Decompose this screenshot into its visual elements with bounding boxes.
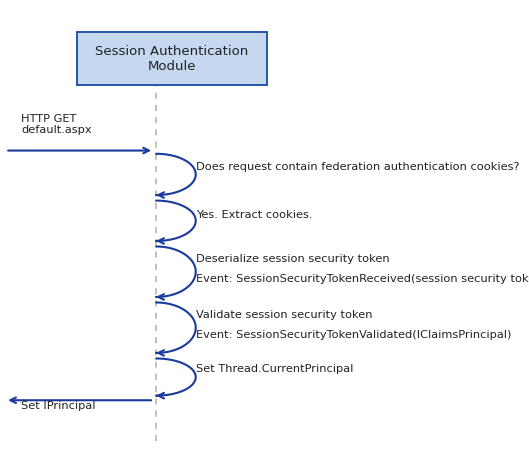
Text: HTTP GET
default.aspx: HTTP GET default.aspx — [21, 114, 92, 135]
Text: Validate session security token: Validate session security token — [196, 310, 372, 320]
Text: Set Thread.CurrentPrincipal: Set Thread.CurrentPrincipal — [196, 364, 353, 375]
Text: Deserialize session security token: Deserialize session security token — [196, 254, 389, 264]
Text: Yes. Extract cookies.: Yes. Extract cookies. — [196, 210, 312, 220]
Text: Session Authentication
Module: Session Authentication Module — [95, 45, 249, 73]
Text: Set IPrincipal: Set IPrincipal — [21, 401, 96, 411]
Text: Does request contain federation authentication cookies?: Does request contain federation authenti… — [196, 162, 519, 172]
Text: Event: SessionSecurityTokenReceived(session security token): Event: SessionSecurityTokenReceived(sess… — [196, 274, 529, 284]
FancyBboxPatch shape — [77, 32, 267, 85]
Text: Event: SessionSecurityTokenValidated(IClaimsPrincipal): Event: SessionSecurityTokenValidated(ICl… — [196, 330, 511, 340]
